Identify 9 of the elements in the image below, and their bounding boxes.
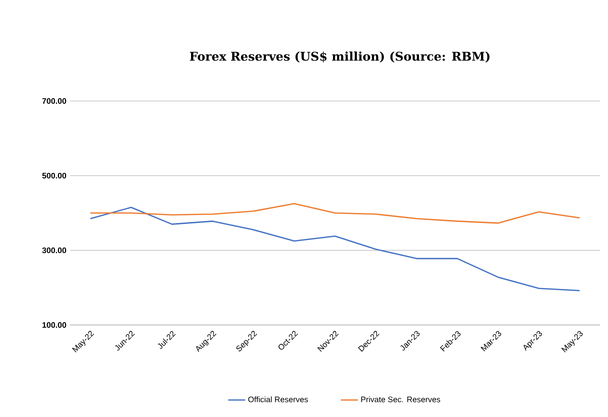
y-tick-label: 500.00 — [42, 172, 66, 178]
y-tick-label: 300.00 — [42, 247, 66, 254]
y-tick-label: 700.00 — [42, 98, 66, 104]
line-series — [90, 206, 580, 292]
legend-label: Private Sec. Reserves — [361, 396, 440, 402]
chart-title: Forex Reserves (US$ million) (Source: RBM) — [190, 51, 490, 62]
y-tick-label: 100.00 — [42, 322, 66, 328]
line-series — [90, 203, 580, 224]
legend-label: Official Reserves — [248, 396, 308, 402]
